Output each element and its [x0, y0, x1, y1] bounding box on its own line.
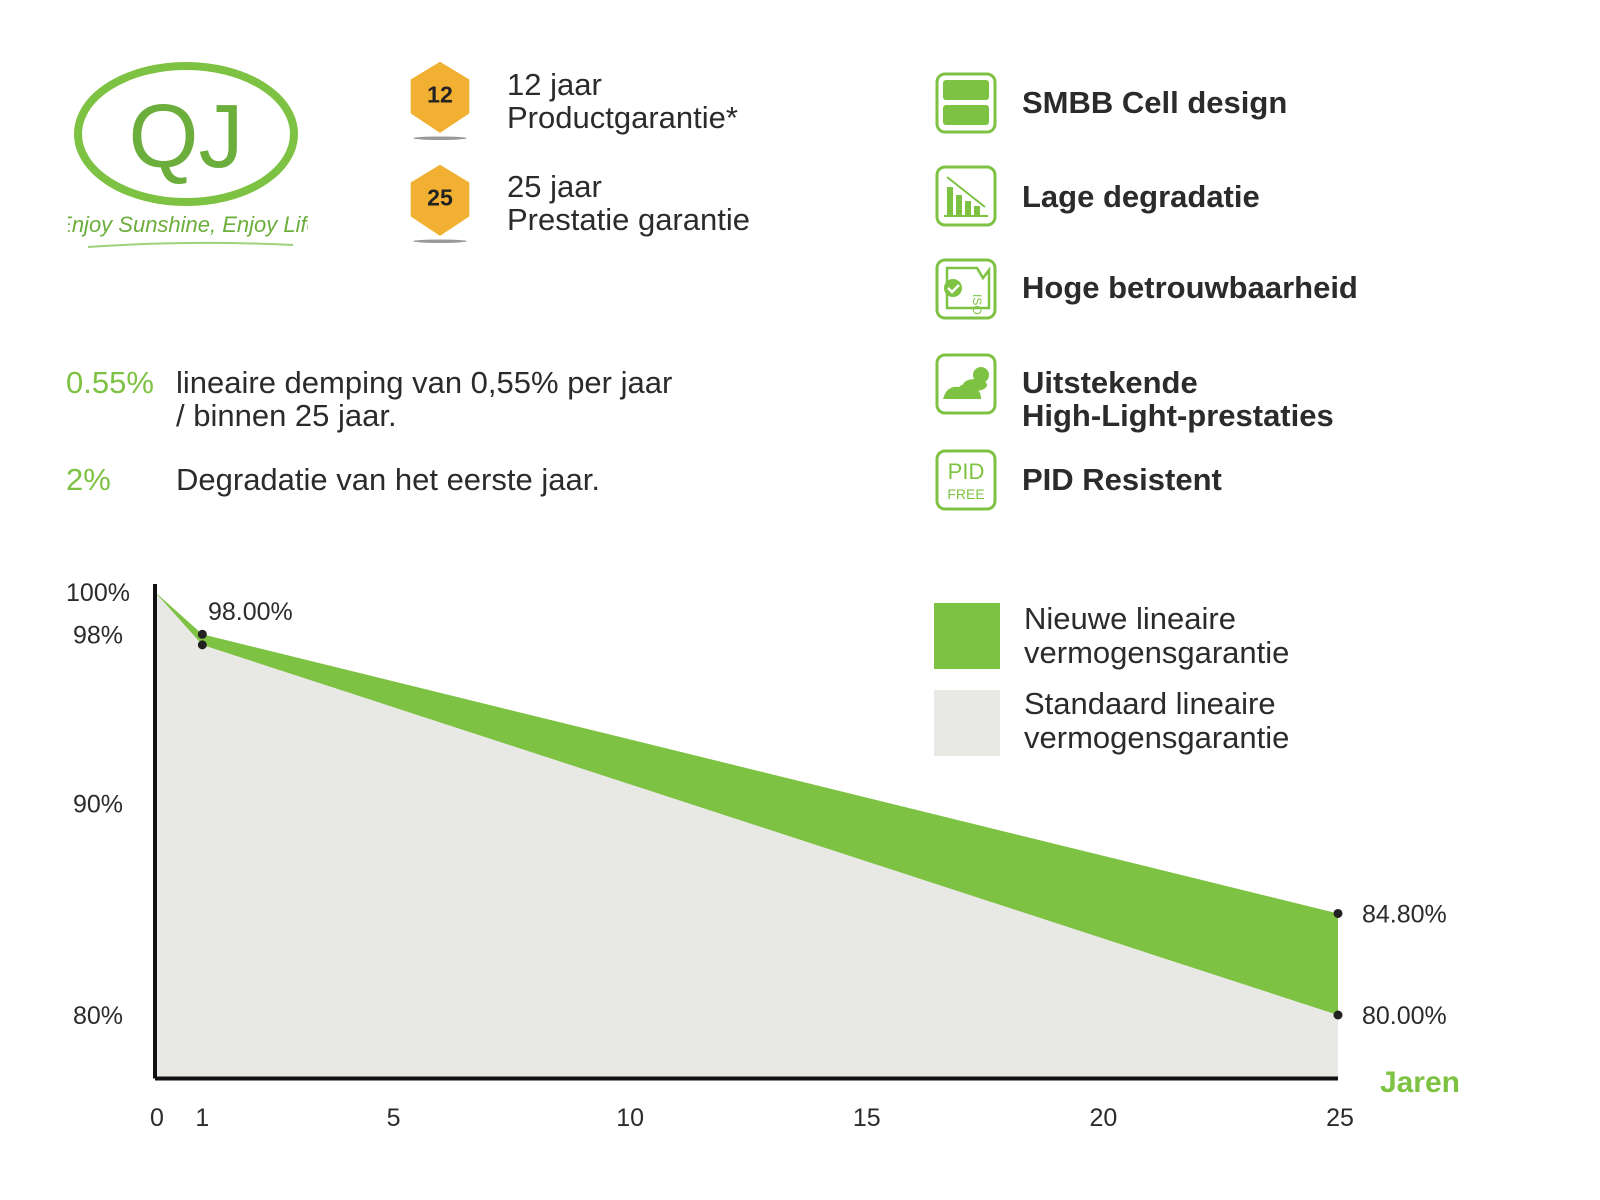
warranty-type: Productgarantie* [507, 100, 738, 135]
cloud-sun-icon [935, 353, 997, 415]
data-label: 80.00% [1362, 1002, 1447, 1030]
feature-label: Hoge betrouwbaarheid [1022, 270, 1358, 305]
badge-number: 25 [427, 185, 453, 211]
y-tick-label: 98% [73, 621, 123, 649]
x-tick-label: 5 [387, 1104, 401, 1132]
x-tick-label: 1 [195, 1104, 209, 1132]
feature-label-line: Uitstekende [1022, 365, 1198, 400]
legend-swatch-standard [934, 690, 1000, 756]
feature-label: Lage degradatie [1022, 179, 1260, 214]
stat-line: / binnen 25 jaar. [176, 398, 397, 433]
x-tick-label: 10 [616, 1104, 644, 1132]
data-label: 98.00% [208, 598, 293, 626]
x-tick-label: 25 [1326, 1104, 1354, 1132]
data-point [1333, 1010, 1343, 1020]
svg-text:PID: PID [948, 459, 985, 484]
x-tick-label: 0 [150, 1104, 164, 1132]
x-tick-label: 20 [1089, 1104, 1117, 1132]
legend-line: Nieuwe lineaire [1024, 601, 1236, 636]
badge-number: 12 [427, 82, 453, 108]
cell-design-icon [935, 72, 997, 134]
feature-label: PID Resistent [1022, 462, 1222, 497]
stat-value: 2% [66, 462, 111, 497]
x-tick-label: 15 [853, 1104, 881, 1132]
stat-description: Degradatie van het eerste jaar. [176, 462, 600, 497]
svg-text:Enjoy Sunshine, Enjoy Life: Enjoy Sunshine, Enjoy Life [68, 212, 308, 237]
svg-text:QJ: QJ [128, 87, 243, 187]
legend-line: Standaard lineaire [1024, 686, 1276, 721]
warranty-item: 25 [405, 163, 475, 248]
series-area-standard [155, 592, 1338, 1079]
feature-label: Uitstekende High-Light-prestaties [1022, 366, 1334, 432]
warranty-years: 12 jaar [507, 67, 602, 102]
data-point [197, 640, 207, 650]
iso-certificate-icon: ISO [935, 258, 997, 320]
badge-25-icon: 25 [410, 164, 470, 243]
legend-label-standard: Standaard lineaire vermogensgarantie [1024, 687, 1289, 755]
warranty-text: 12 jaar Productgarantie* [507, 68, 738, 134]
stat-line: lineaire demping van 0,55% per jaar [176, 365, 673, 400]
legend-swatch-new [934, 603, 1000, 669]
warranty-type: Prestatie garantie [507, 202, 750, 237]
warranty-item: 12 [405, 60, 475, 145]
warranty-text: 25 jaar Prestatie garantie [507, 170, 750, 236]
degradation-chart-icon [935, 165, 997, 227]
feature-label: SMBB Cell design [1022, 85, 1288, 120]
x-axis-label: Jaren [1380, 1066, 1460, 1099]
legend-line: vermogensgarantie [1024, 720, 1290, 755]
qj-logo: QJ Enjoy Sunshine, Enjoy Life [57, 62, 319, 257]
data-point [197, 629, 207, 639]
y-tick-label: 90% [73, 791, 123, 819]
warranty-years: 25 jaar [507, 169, 602, 204]
data-point [1333, 908, 1343, 918]
pid-free-icon: PID FREE [935, 449, 997, 511]
stat-value: 0.55% [66, 365, 154, 400]
legend-line: vermogensgarantie [1024, 635, 1290, 670]
y-tick-label: 80% [73, 1002, 123, 1030]
stat-description: lineaire demping van 0,55% per jaar / bi… [176, 366, 876, 432]
y-tick-label: 100% [66, 579, 130, 607]
svg-text:FREE: FREE [947, 486, 984, 502]
svg-text:ISO: ISO [970, 294, 984, 315]
data-label: 84.80% [1362, 900, 1447, 928]
legend-label-new: Nieuwe lineaire vermogensgarantie [1024, 602, 1289, 670]
feature-label-line: High-Light-prestaties [1022, 398, 1334, 433]
badge-12-icon: 12 [410, 61, 470, 140]
